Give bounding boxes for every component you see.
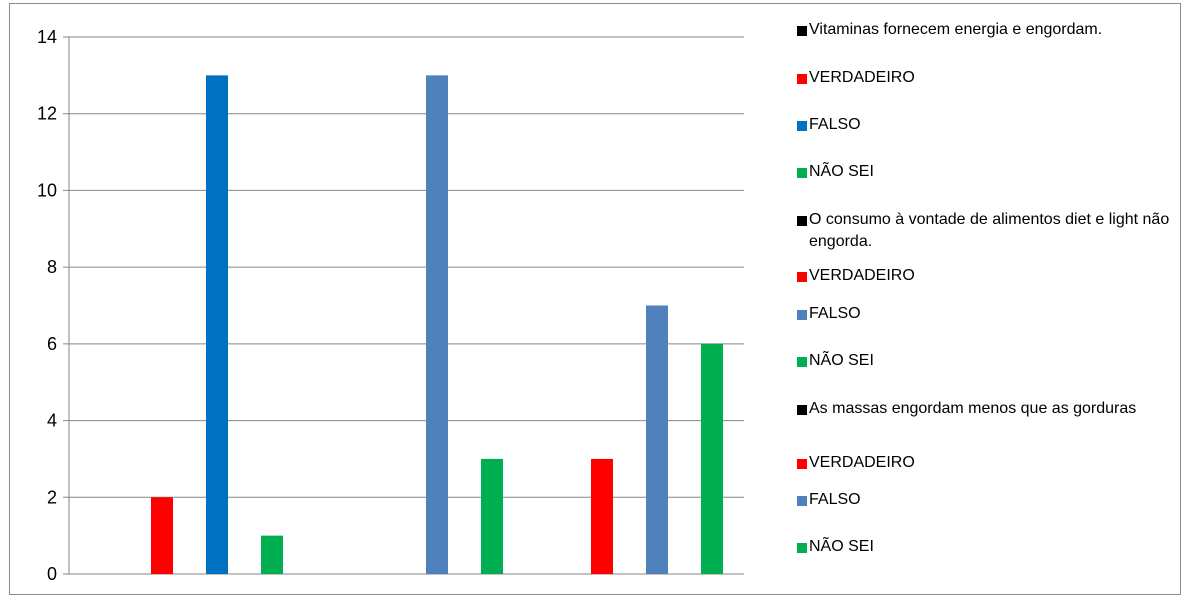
y-tick-label: 8 xyxy=(47,257,57,277)
bar-verdadeiro xyxy=(591,458,613,574)
legend-label: FALSO xyxy=(809,491,861,508)
legend-label: NÃO SEI xyxy=(809,538,874,555)
legend-swatch xyxy=(797,121,807,131)
legend-swatch xyxy=(797,26,807,36)
legend-item: NÃO SEI xyxy=(795,350,1185,372)
legend-swatch xyxy=(797,74,807,84)
bar-verdadeiro xyxy=(151,497,173,574)
bar-chart: 0 2 4 6 8 10 12 14 xyxy=(37,27,744,584)
bar-falso xyxy=(206,75,228,574)
legend-item: As massas engordam menos que as gorduras xyxy=(795,398,1185,420)
legend-label: Vitaminas fornecem energia e engordam. xyxy=(809,21,1103,38)
y-tick-label: 6 xyxy=(47,334,57,354)
y-tick-label: 12 xyxy=(37,104,57,124)
legend-item: Vitaminas fornecem energia e engordam. xyxy=(795,19,1185,41)
legend-label: As massas engordam menos que as gorduras xyxy=(809,400,1137,417)
legend-label: NÃO SEI xyxy=(809,163,874,180)
bar-n-o-sei xyxy=(701,343,723,574)
legend-item: VERDADEIRO xyxy=(795,265,1185,287)
legend-item: NÃO SEI xyxy=(795,536,1185,558)
legend-item: VERDADEIRO xyxy=(795,452,1185,474)
legend-item: FALSO xyxy=(795,303,1185,325)
legend-label: VERDADEIRO xyxy=(809,267,915,284)
legend-swatch xyxy=(797,272,807,282)
legend-item: FALSO xyxy=(795,114,1185,136)
bar-falso xyxy=(646,305,668,574)
y-tick-label: 0 xyxy=(47,564,57,584)
legend-swatch xyxy=(797,543,807,553)
bar-n-o-sei xyxy=(481,458,503,574)
legend-swatch xyxy=(797,405,807,415)
chart-frame: 0 2 4 6 8 10 12 14 Vitaminas fornecem energia e… xyxy=(9,3,1181,595)
legend-swatch xyxy=(797,496,807,506)
legend-label: NÃO SEI xyxy=(809,352,874,369)
legend-label: VERDADEIRO xyxy=(809,69,915,86)
legend-item: FALSO xyxy=(795,489,1185,511)
legend-swatch xyxy=(797,357,807,367)
legend-label: FALSO xyxy=(809,116,861,133)
legend-label: VERDADEIRO xyxy=(809,454,915,471)
legend-swatch xyxy=(797,310,807,320)
legend-item: NÃO SEI xyxy=(795,161,1185,183)
legend-label: O consumo à vontade de alimentos diet e … xyxy=(809,211,1170,250)
legend-swatch xyxy=(797,168,807,178)
y-tick-label: 4 xyxy=(47,411,57,431)
y-tick-label: 2 xyxy=(47,487,57,507)
legend-swatch xyxy=(797,216,807,226)
legend-item: VERDADEIRO xyxy=(795,67,1185,89)
y-tick-label: 14 xyxy=(37,27,57,47)
legend-label: FALSO xyxy=(809,305,861,322)
legend-item: O consumo à vontade de alimentos diet e … xyxy=(795,209,1185,253)
y-tick-label: 10 xyxy=(37,180,57,200)
legend-swatch xyxy=(797,459,807,469)
bar-falso xyxy=(426,75,448,574)
bar-n-o-sei xyxy=(261,535,283,574)
